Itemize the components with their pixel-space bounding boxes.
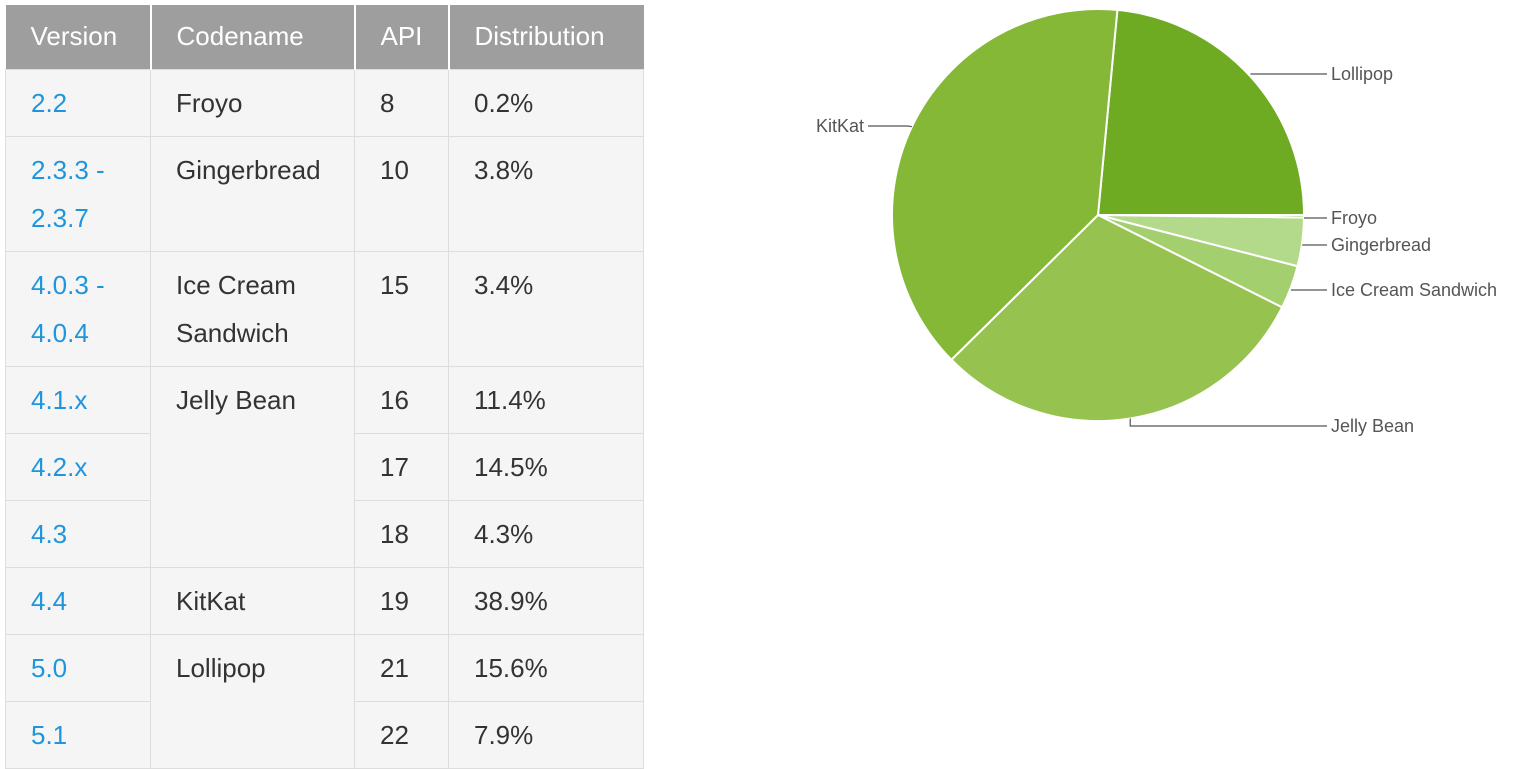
pie-labels: Lollipop Froyo Gingerbread Ice Cream Sandwi… (816, 64, 1497, 436)
distribution-cell: 38.9% (448, 566, 644, 635)
table-row: 2.3.3 - 2.3.7 Gingerbread 10 3.8% (5, 135, 644, 252)
api-cell: 18 (354, 499, 449, 568)
codename-cell: KitKat (150, 566, 355, 635)
version-link[interactable]: 2.3.3 - 2.3.7 (31, 154, 105, 233)
pie-slices (891, 8, 1306, 422)
pie-label: Froyo (1331, 208, 1377, 228)
distribution-cell: 4.3% (448, 499, 644, 568)
table-row: 4.1.x Jelly Bean 16 11.4% (5, 365, 644, 568)
version-link[interactable]: 4.0.3 - 4.0.4 (31, 269, 105, 348)
api-cell: 21 (354, 633, 449, 702)
header-codename: Codename (150, 5, 356, 69)
table-row: 2.2 Froyo 8 0.2% (5, 68, 644, 137)
version-link[interactable]: 2.2 (31, 87, 68, 118)
pie-chart: Lollipop Froyo Gingerbread Ice Cream Sandwi… (816, 8, 1497, 436)
pie-leader-lines (868, 73, 1327, 427)
header-version: Version (5, 5, 152, 69)
pie-slice-kitkat (891, 8, 1119, 362)
version-link[interactable]: 4.1.x (31, 384, 88, 415)
header-distribution: Distribution (448, 5, 644, 69)
pie-label: KitKat (816, 116, 864, 136)
pie-label: Jelly Bean (1331, 416, 1414, 436)
table-row: 4.3 18 4.3% (5, 499, 644, 568)
distribution-cell: 0.2% (448, 68, 644, 137)
codename-cell: Ice Cream Sandwich (150, 250, 355, 367)
codename-cell: Jelly Bean (150, 365, 355, 568)
version-link[interactable]: 5.0 (31, 652, 68, 683)
table-row: 4.0.3 - 4.0.4 Ice Cream Sandwich 15 3.4% (5, 250, 644, 367)
api-cell: 19 (354, 566, 449, 635)
header-api: API (354, 5, 450, 69)
distribution-cell: 3.4% (448, 250, 644, 367)
leader-line (868, 125, 913, 128)
pie-label: Ice Cream Sandwich (1331, 280, 1497, 300)
version-link[interactable]: 4.2.x (31, 451, 88, 482)
codename-cell: Lollipop (150, 633, 355, 769)
api-cell: 16 (354, 365, 449, 434)
api-cell: 22 (354, 700, 449, 769)
distribution-cell: 14.5% (448, 432, 644, 501)
pie-slice-jelly-bean (950, 213, 1284, 422)
table-row: 4.4 KitKat 19 38.9% (5, 566, 644, 635)
api-cell: 17 (354, 432, 449, 501)
version-link[interactable]: 4.3 (31, 518, 68, 549)
leader-line (1129, 418, 1327, 427)
distribution-cell: 11.4% (448, 365, 644, 434)
api-cell: 15 (354, 250, 449, 367)
pie-label: Gingerbread (1331, 235, 1431, 255)
table-header-row: Version Codename API Distribution (5, 5, 644, 69)
table-row: 4.2.x 17 14.5% (5, 432, 644, 501)
distribution-cell: 3.8% (448, 135, 644, 252)
pie-slice-lollipop (1096, 8, 1306, 216)
api-cell: 8 (354, 68, 449, 137)
version-link[interactable]: 5.1 (31, 719, 68, 750)
table-row: 5.1 22 7.9% (5, 700, 644, 769)
version-link[interactable]: 4.4 (31, 585, 68, 616)
api-cell: 10 (354, 135, 449, 252)
distribution-cell: 7.9% (448, 700, 644, 769)
codename-cell: Gingerbread (150, 135, 355, 252)
distribution-table: Version Codename API Distribution 2.2 Fr… (5, 5, 644, 769)
pie-label: Lollipop (1331, 64, 1393, 84)
codename-cell: Froyo (150, 68, 355, 137)
table-row: 5.0 Lollipop 21 15.6% (5, 633, 644, 769)
distribution-cell: 15.6% (448, 633, 644, 702)
